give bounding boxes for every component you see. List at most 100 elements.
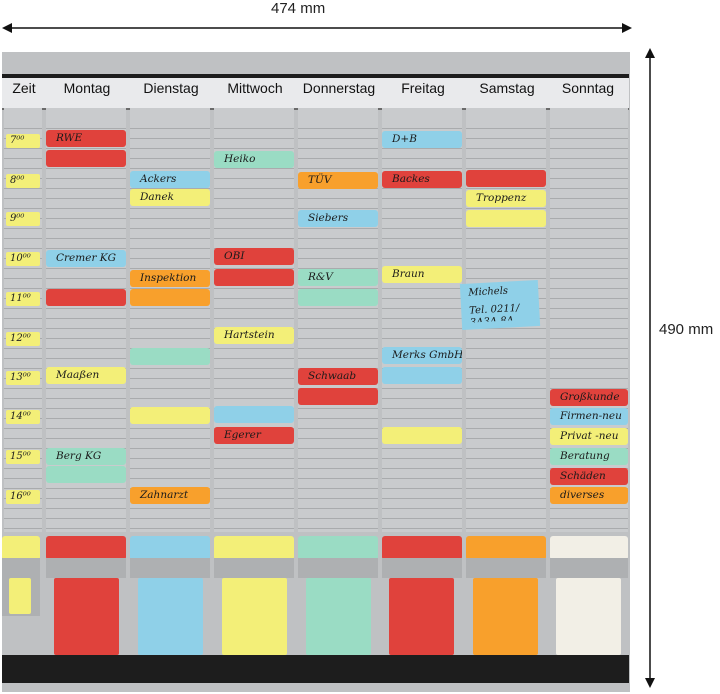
slot-line — [4, 188, 42, 189]
t-card[interactable]: Großkunde — [550, 389, 628, 406]
slot-line — [214, 188, 294, 189]
tray-card-stack[interactable] — [222, 578, 287, 655]
slot-line — [298, 408, 378, 409]
slot-line — [550, 508, 628, 509]
slot-line — [298, 308, 378, 309]
tray-card-stack[interactable] — [556, 578, 621, 655]
slot-line — [550, 278, 628, 279]
slot-line — [382, 208, 462, 209]
t-card[interactable] — [466, 210, 546, 227]
t-card[interactable]: Inspektion — [130, 270, 210, 287]
slot-line — [382, 218, 462, 219]
slot-line — [298, 208, 378, 209]
slot-line — [214, 298, 294, 299]
t-card[interactable]: OBI — [214, 248, 294, 265]
slot-line — [130, 428, 210, 429]
t-card[interactable]: Danek — [130, 189, 210, 206]
tray-top — [466, 536, 546, 560]
t-card[interactable] — [130, 407, 210, 424]
tray-card-stack[interactable] — [138, 578, 203, 655]
t-card[interactable]: Backes — [382, 171, 462, 188]
tray-card-stack[interactable] — [306, 578, 371, 655]
t-card[interactable]: D+B — [382, 131, 462, 148]
t-card[interactable] — [214, 269, 294, 286]
t-card[interactable] — [46, 289, 126, 306]
t-card[interactable] — [466, 170, 546, 187]
slot-line — [466, 368, 546, 369]
slot-line — [382, 458, 462, 459]
slot-line — [298, 418, 378, 419]
height-dimension-arrow — [645, 48, 655, 688]
slot-line — [46, 488, 126, 489]
t-card[interactable] — [46, 150, 126, 167]
t-card[interactable] — [382, 427, 462, 444]
slot-line — [298, 348, 378, 349]
slot-line — [4, 158, 42, 159]
t-card[interactable]: Schwaab — [298, 368, 378, 385]
slot-line — [466, 238, 546, 239]
slot-line — [46, 428, 126, 429]
slot-line — [550, 148, 628, 149]
slot-line — [466, 278, 546, 279]
slot-line — [298, 198, 378, 199]
t-card[interactable]: Merks GmbH — [382, 347, 462, 364]
t-card[interactable]: Maaßen — [46, 367, 126, 384]
t-card[interactable]: Heiko — [214, 151, 294, 168]
slot-line — [466, 458, 546, 459]
t-card[interactable]: Egerer — [214, 427, 294, 444]
slot-line — [214, 288, 294, 289]
slot-line — [466, 138, 546, 139]
slot-line — [466, 168, 546, 169]
t-card[interactable]: Schäden — [550, 468, 628, 485]
t-card[interactable] — [298, 388, 378, 405]
t-card[interactable]: Braun — [382, 266, 462, 283]
t-card[interactable]: Zahnarzt — [130, 487, 210, 504]
t-card[interactable] — [46, 466, 126, 483]
t-card[interactable] — [130, 289, 210, 306]
t-card[interactable]: Troppenz — [466, 190, 546, 207]
t-card[interactable]: R&V — [298, 269, 378, 286]
slot-line — [130, 228, 210, 229]
t-card[interactable]: Privat -neu — [550, 428, 628, 445]
tray-card-stack[interactable] — [9, 578, 31, 614]
slot-line — [214, 498, 294, 499]
t-card[interactable]: Hartstein — [214, 327, 294, 344]
t-card[interactable] — [298, 289, 378, 306]
time-tab: 8⁰⁰ — [6, 174, 40, 188]
t-card[interactable]: Cremer KG — [46, 250, 126, 267]
slot-line — [382, 318, 462, 319]
slot-line — [46, 438, 126, 439]
slot-line — [298, 138, 378, 139]
t-card[interactable]: Ackers — [130, 171, 210, 188]
slot-line — [382, 488, 462, 489]
time-tab: 7⁰⁰ — [6, 134, 40, 148]
time-tab: 11⁰⁰ — [6, 292, 40, 306]
tray-holder — [46, 558, 126, 578]
t-card[interactable]: Firmen-neu — [550, 408, 628, 425]
sticky-note[interactable]: Michels Tel. 0211/ 3A3A 8A — [459, 279, 541, 331]
t-card[interactable] — [382, 367, 462, 384]
slot-line — [466, 388, 546, 389]
slot-line — [382, 198, 462, 199]
t-card[interactable]: TÜV — [298, 172, 378, 189]
t-card[interactable]: Siebers — [298, 210, 378, 227]
tray-card-stack[interactable] — [473, 578, 538, 655]
tray-card-stack[interactable] — [389, 578, 454, 655]
t-card[interactable]: Beratung — [550, 448, 628, 465]
slot-line — [130, 248, 210, 249]
slot-line — [550, 248, 628, 249]
slot-line — [4, 278, 42, 279]
slot-line — [382, 448, 462, 449]
slot-line — [46, 238, 126, 239]
t-card[interactable] — [214, 406, 294, 423]
slot-line — [382, 398, 462, 399]
slot-line — [298, 128, 378, 129]
slot-line — [4, 348, 42, 349]
slot-line — [550, 318, 628, 319]
t-card[interactable]: RWE — [46, 130, 126, 147]
slot-line — [382, 238, 462, 239]
t-card[interactable]: Berg KG — [46, 448, 126, 465]
tray-card-stack[interactable] — [54, 578, 119, 655]
t-card[interactable]: diverses — [550, 487, 628, 504]
t-card[interactable] — [130, 348, 210, 365]
